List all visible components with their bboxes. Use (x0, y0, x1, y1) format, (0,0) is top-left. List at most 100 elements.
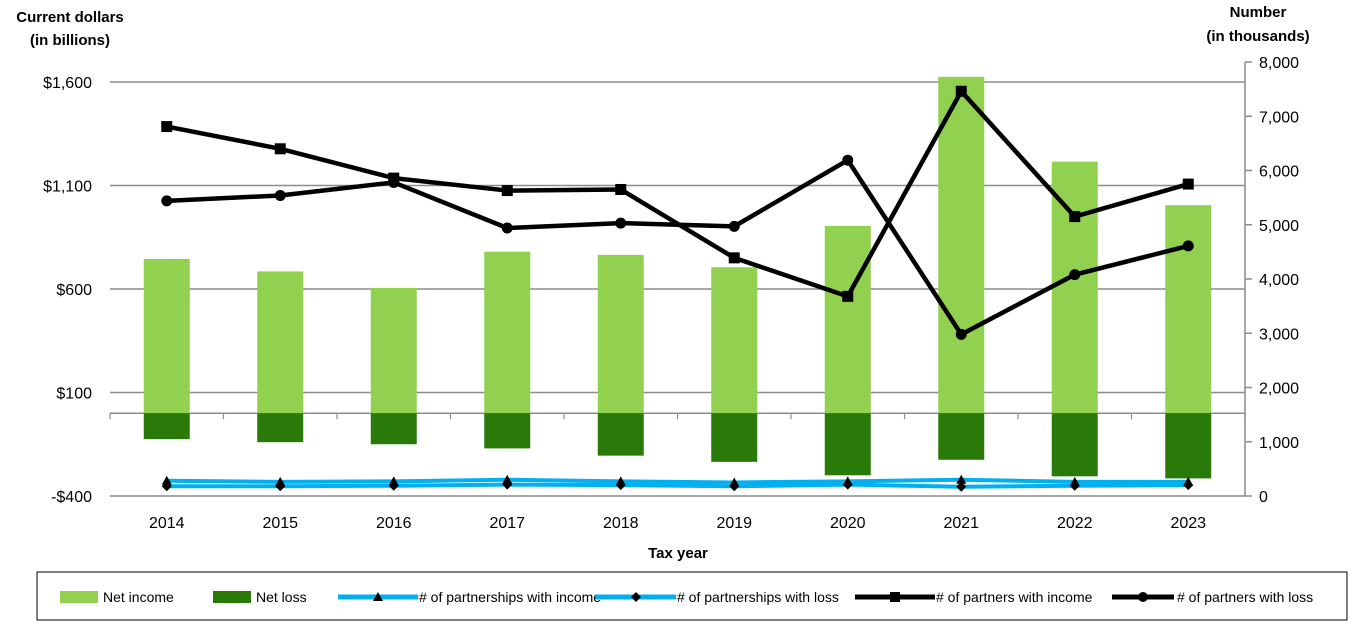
marker-circle (842, 154, 854, 166)
axis-labels: Current dollars (in billions) Number (in… (16, 4, 1309, 562)
bar-net-loss (938, 413, 985, 460)
marker-diamond (1069, 480, 1080, 491)
marker-square (501, 185, 513, 197)
left-tick-label: $100 (56, 386, 92, 403)
left-tick-label: $600 (56, 282, 92, 299)
bar-net-income (1051, 161, 1098, 414)
bar-net-loss (1051, 413, 1098, 477)
line--of-partners-with-loss (166, 157, 1189, 337)
marker-square (955, 85, 967, 97)
marker-diamond (842, 479, 853, 490)
legend: Net income Net loss # of partnerships with… (36, 571, 1348, 621)
marker-diamond (615, 480, 626, 491)
bar-net-income (824, 225, 871, 414)
bar-net-income (938, 76, 985, 414)
marker-diamond (161, 481, 172, 492)
marker-square (161, 121, 173, 133)
legend-swatch-net-income (60, 591, 98, 603)
right-tick-label: 5,000 (1259, 218, 1299, 235)
bars (143, 76, 1212, 479)
right-tick-label: 8,000 (1259, 55, 1299, 72)
marker-square (842, 290, 854, 302)
marker-square (274, 143, 286, 155)
bar-net-loss (484, 413, 531, 449)
marker-diamond (502, 479, 513, 490)
legend-swatch-net-loss (213, 591, 251, 603)
legend-marker-diamond (631, 592, 641, 602)
x-axis-title: Tax year (648, 545, 708, 562)
x-tick-label: 2018 (603, 515, 639, 532)
bar-net-income (370, 287, 417, 414)
right-axis-title-line2: (in thousands) (1206, 28, 1309, 45)
marker-diamond (729, 481, 740, 492)
bar-net-loss (370, 413, 417, 445)
x-tick-label: 2014 (149, 515, 185, 532)
marker-square (728, 252, 740, 264)
legend-marker-square (890, 592, 900, 602)
bar-net-loss (597, 413, 644, 456)
axes (109, 61, 1252, 497)
marker-circle (388, 176, 400, 188)
right-tick-label: 0 (1259, 489, 1268, 506)
x-tick-label: 2017 (489, 515, 525, 532)
marker-circle (1182, 240, 1194, 252)
legend-label--of-partners-with-income: # of partners with income (936, 589, 1093, 605)
right-tick-label: 3,000 (1259, 326, 1299, 343)
x-tick-label: 2016 (376, 515, 412, 532)
left-tick-label: -$400 (51, 489, 92, 506)
left-tick-label: $1,100 (43, 179, 92, 196)
legend-label--of-partnerships-with-income: # of partnerships with income (419, 589, 601, 605)
marker-triangle (161, 475, 172, 485)
x-tick-label: 2015 (262, 515, 298, 532)
marker-circle (161, 195, 173, 207)
bar-net-loss (257, 413, 304, 443)
bar-net-loss (711, 413, 758, 462)
bar-net-income (711, 267, 758, 414)
x-tick-label: 2020 (830, 515, 866, 532)
bar-net-loss (1165, 413, 1212, 479)
legend-marker-triangle (373, 592, 383, 601)
bar-net-loss (824, 413, 871, 476)
legend-label--of-partners-with-loss: # of partners with loss (1177, 589, 1313, 605)
marker-circle (955, 328, 967, 340)
marker-circle (274, 189, 286, 201)
marker-circle (728, 220, 740, 232)
x-tick-label: 2023 (1170, 515, 1206, 532)
marker-circle (501, 222, 513, 234)
bar-net-loss (143, 413, 190, 440)
marker-diamond (275, 481, 286, 492)
marker-triangle (502, 474, 513, 484)
line--of-partnerships-with-loss (166, 482, 1189, 489)
left-axis-title-line2: (in billions) (30, 32, 110, 49)
marker-diamond (956, 481, 967, 492)
lines (161, 85, 1194, 492)
legend-label-net-income: Net income (103, 589, 174, 605)
legend-label-net-loss: Net loss (256, 589, 307, 605)
bar-net-income (484, 251, 531, 414)
bar-net-income (143, 258, 190, 414)
x-tick-label: 2022 (1057, 515, 1093, 532)
legend-label--of-partnerships-with-loss: # of partnerships with loss (677, 589, 839, 605)
marker-diamond (1183, 480, 1194, 491)
legend-marker-circle (1138, 592, 1148, 602)
right-tick-label: 2,000 (1259, 381, 1299, 398)
marker-circle (1069, 269, 1081, 281)
right-tick-label: 6,000 (1259, 164, 1299, 181)
marker-square (1069, 211, 1081, 223)
marker-circle (615, 217, 627, 229)
marker-triangle (956, 474, 967, 484)
right-tick-label: 4,000 (1259, 272, 1299, 289)
bar-net-income (597, 254, 644, 414)
right-tick-label: 7,000 (1259, 109, 1299, 126)
right-axis-title-line1: Number (1230, 4, 1287, 21)
x-tick-label: 2019 (716, 515, 752, 532)
right-tick-label: 1,000 (1259, 435, 1299, 452)
line--of-partnerships-with-income (166, 477, 1189, 485)
marker-square (1182, 178, 1194, 190)
left-tick-label: $1,600 (43, 75, 92, 92)
bar-net-income (1165, 205, 1212, 414)
left-axis-title-line1: Current dollars (16, 9, 124, 26)
marker-square (615, 183, 627, 195)
